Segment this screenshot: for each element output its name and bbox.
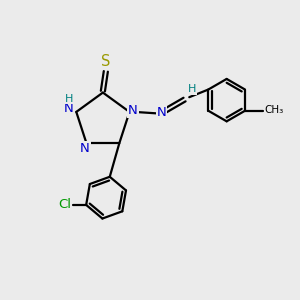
Text: Cl: Cl (58, 198, 71, 212)
Text: S: S (101, 55, 110, 70)
Text: H: H (188, 84, 196, 94)
Text: CH₃: CH₃ (264, 105, 284, 115)
Text: N: N (64, 102, 74, 115)
Text: N: N (128, 104, 138, 117)
Text: H: H (65, 94, 73, 104)
Text: N: N (80, 142, 90, 155)
Text: N: N (157, 106, 167, 119)
